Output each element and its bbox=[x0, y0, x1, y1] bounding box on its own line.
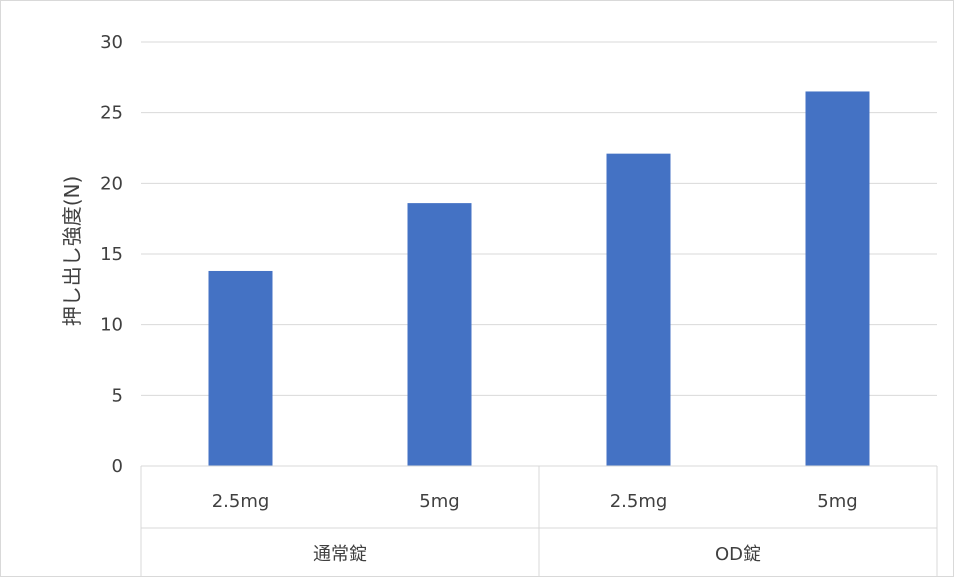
y-axis-ticks: 0 5 10 15 20 25 30 bbox=[100, 32, 123, 477]
bars bbox=[208, 91, 870, 467]
bar bbox=[407, 203, 472, 466]
bar bbox=[805, 91, 870, 466]
y-tick-label: 15 bbox=[100, 244, 123, 265]
x-axis: 2.5mg 5mg 2.5mg 5mg 通常錠 OD錠 bbox=[140, 465, 938, 576]
y-axis-title: 押し出し強度(N) bbox=[60, 176, 84, 327]
x-category-label: 2.5mg bbox=[610, 491, 668, 512]
y-tick-label: 25 bbox=[100, 103, 123, 124]
x-category-label: 5mg bbox=[419, 491, 459, 512]
x-group-label: 通常錠 bbox=[313, 544, 367, 565]
bar bbox=[606, 153, 671, 467]
y-tick-label: 0 bbox=[112, 456, 123, 477]
x-category-label: 5mg bbox=[817, 491, 857, 512]
y-tick-label: 30 bbox=[100, 32, 123, 53]
x-group-label: OD錠 bbox=[715, 544, 761, 565]
gridlines bbox=[141, 41, 937, 396]
bar bbox=[208, 270, 273, 466]
x-category-label: 2.5mg bbox=[212, 491, 270, 512]
y-tick-label: 20 bbox=[100, 173, 123, 194]
y-tick-label: 5 bbox=[112, 385, 123, 406]
y-tick-label: 10 bbox=[100, 315, 123, 336]
